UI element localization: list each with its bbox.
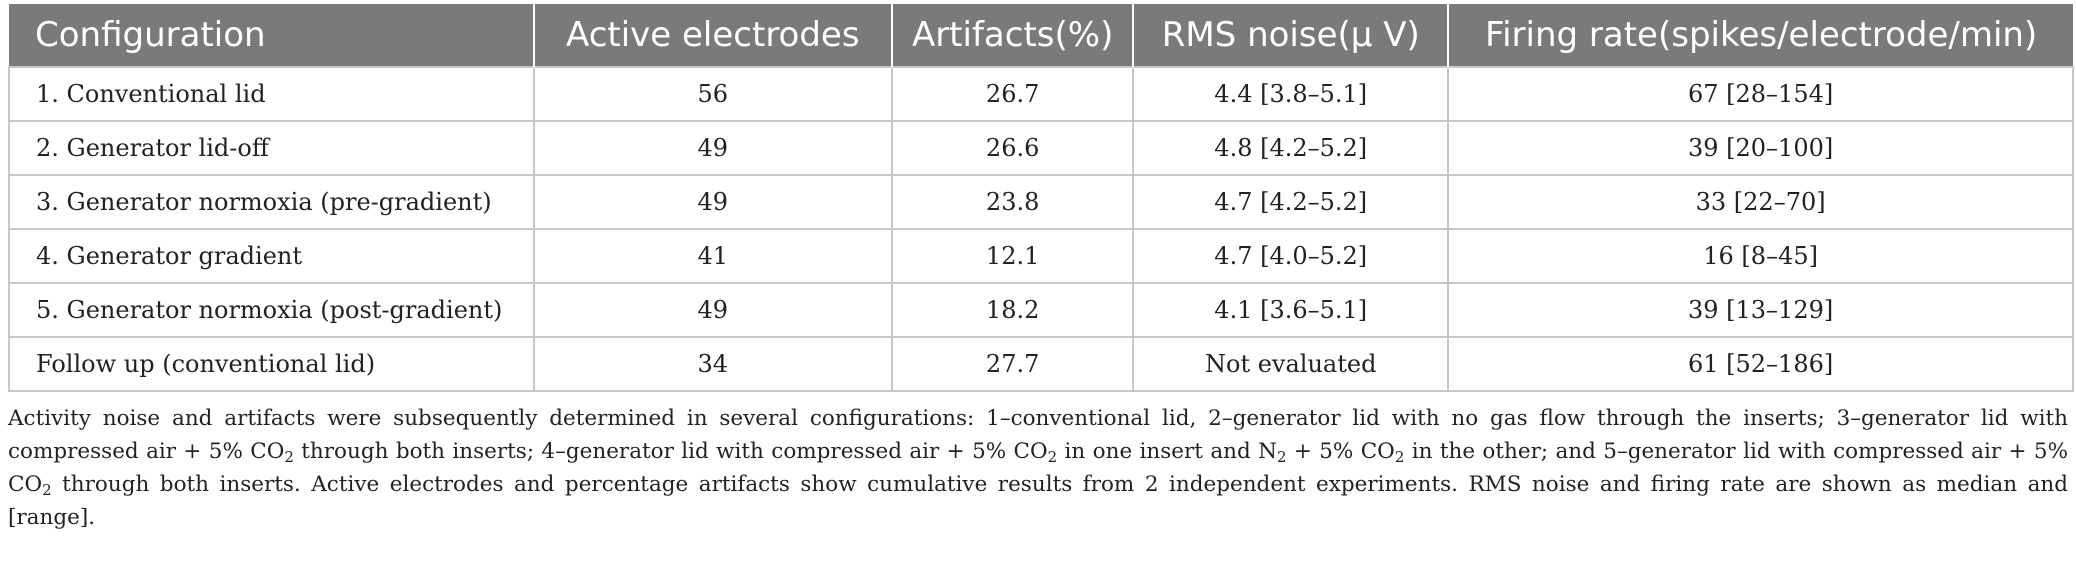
cell-active-electrodes: 34 — [532, 336, 894, 392]
caption-text: through both inserts; 4–generator lid wi… — [293, 439, 1048, 464]
subscript: 2 — [42, 481, 52, 499]
cell-configuration: 2. Generator lid-off — [8, 120, 535, 176]
header-artifacts: Artifacts(%) — [892, 4, 1135, 67]
cell-active-electrodes: 56 — [532, 66, 894, 122]
cell-firing-rate: 33 [22–70] — [1447, 174, 2074, 230]
table-row: 3. Generator normoxia (pre-gradient) 49 … — [8, 174, 2074, 230]
cell-firing-rate: 16 [8–45] — [1447, 228, 2074, 284]
cell-firing-rate: 61 [52–186] — [1447, 336, 2074, 392]
cell-firing-rate: 39 [20–100] — [1447, 120, 2074, 176]
cell-rms-noise: 4.8 [4.2–5.2] — [1132, 120, 1450, 176]
cell-configuration: Follow up (conventional lid) — [8, 336, 535, 392]
cell-configuration: 5. Generator normoxia (post-gradient) — [8, 282, 535, 338]
table-row: 4. Generator gradient 41 12.1 4.7 [4.0–5… — [8, 228, 2074, 284]
cell-active-electrodes: 41 — [532, 228, 894, 284]
cell-active-electrodes: 49 — [532, 120, 894, 176]
header-active-electrodes: Active electrodes — [533, 4, 894, 67]
cell-active-electrodes: 49 — [532, 282, 894, 338]
cell-rms-noise: 4.7 [4.2–5.2] — [1132, 174, 1450, 230]
table-row: Follow up (conventional lid) 34 27.7 Not… — [8, 336, 2074, 392]
cell-artifacts: 26.6 — [891, 120, 1135, 176]
table-caption: Activity noise and artifacts were subseq… — [8, 402, 2068, 534]
caption-text: in the other; and 5–generator lid with c… — [8, 439, 2069, 497]
cell-configuration: 4. Generator gradient — [8, 228, 535, 284]
cell-configuration: 1. Conventional lid — [8, 66, 535, 122]
header-firing-rate: Firing rate(spikes/electrode/min) — [1448, 4, 2073, 67]
header-configuration: Configuration — [9, 4, 535, 67]
cell-artifacts: 18.2 — [891, 282, 1135, 338]
results-table: Configuration Active electrodes Artifact… — [8, 4, 2074, 392]
cell-active-electrodes: 49 — [532, 174, 894, 230]
cell-artifacts: 26.7 — [891, 66, 1135, 122]
subscript: 2 — [1394, 448, 1405, 466]
cell-firing-rate: 67 [28–154] — [1447, 66, 2074, 122]
cell-artifacts: 12.1 — [891, 228, 1135, 284]
header-rms-noise: RMS noise(μ V) — [1133, 4, 1450, 67]
table-row: 2. Generator lid-off 49 26.6 4.8 [4.2–5.… — [8, 120, 2074, 176]
caption-text: Activity noise and artifacts were subseq… — [8, 406, 2068, 464]
cell-rms-noise: 4.1 [3.6–5.1] — [1132, 282, 1450, 338]
table-row: 5. Generator normoxia (post-gradient) 49… — [8, 282, 2074, 338]
cell-artifacts: 27.7 — [891, 336, 1135, 392]
subscript: 2 — [1047, 448, 1058, 466]
cell-rms-noise: 4.7 [4.0–5.2] — [1132, 228, 1450, 284]
subscript: 2 — [284, 448, 294, 466]
cell-rms-noise: Not evaluated — [1132, 336, 1450, 392]
table-header-row: Configuration Active electrodes Artifact… — [9, 4, 2073, 67]
subscript: 2 — [1276, 448, 1287, 466]
caption-text: in one insert and N — [1057, 439, 1277, 464]
cell-firing-rate: 39 [13–129] — [1447, 282, 2074, 338]
cell-artifacts: 23.8 — [891, 174, 1135, 230]
caption-text: through both inserts. Active electrodes … — [8, 472, 2068, 530]
cell-configuration: 3. Generator normoxia (pre-gradient) — [8, 174, 535, 230]
table-figure: Configuration Active electrodes Artifact… — [8, 4, 2076, 534]
table-row: 1. Conventional lid 56 26.7 4.4 [3.8–5.1… — [8, 66, 2074, 122]
caption-text: + 5% CO — [1286, 439, 1395, 464]
cell-rms-noise: 4.4 [3.8–5.1] — [1132, 66, 1450, 122]
